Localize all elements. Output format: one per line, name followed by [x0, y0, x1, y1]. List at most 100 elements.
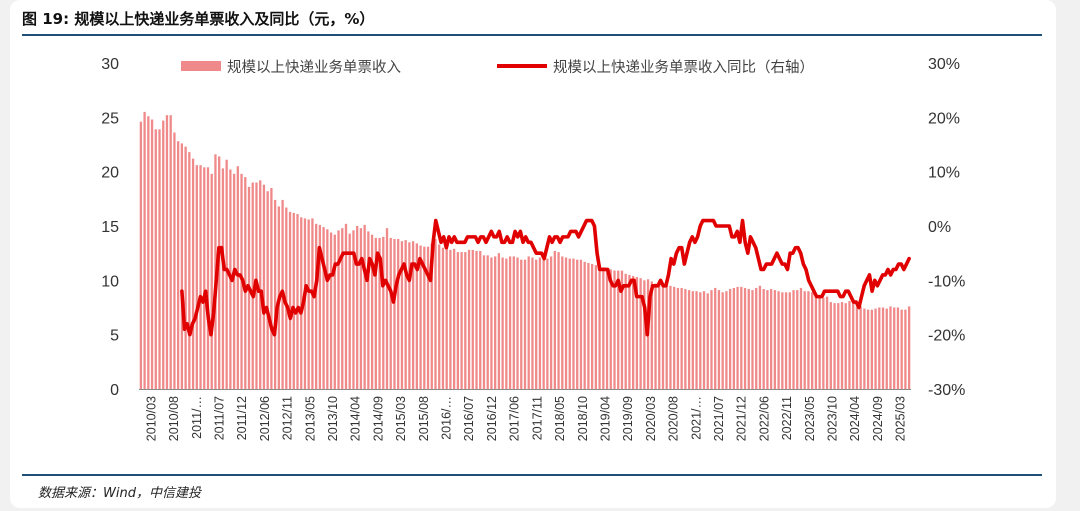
bar — [285, 207, 288, 389]
bar — [665, 285, 668, 389]
bar — [288, 211, 292, 389]
bar — [781, 292, 784, 389]
bar — [259, 180, 262, 389]
right-tick-label: 20% — [928, 110, 960, 127]
bar — [352, 230, 355, 389]
bar — [445, 246, 448, 389]
bar — [814, 293, 818, 389]
bar — [702, 291, 706, 389]
bar — [684, 289, 687, 389]
bar — [397, 239, 400, 389]
bar — [520, 259, 523, 389]
bar — [494, 256, 497, 389]
bar — [691, 291, 694, 389]
bar — [590, 264, 594, 389]
bar — [411, 241, 415, 389]
bar — [639, 278, 642, 389]
bar — [270, 187, 273, 389]
bar — [870, 309, 873, 389]
bar — [762, 289, 765, 389]
bar — [344, 223, 348, 389]
x-tick-label: 2023/10 — [826, 396, 840, 441]
x-tick-label: 2015/08 — [417, 396, 431, 441]
bar — [307, 219, 310, 389]
bar — [300, 217, 303, 389]
bar — [464, 252, 467, 389]
right-axis-ticks: 30% 20% 10% 0% -10% -20% -30% — [928, 56, 965, 399]
bar — [710, 290, 713, 389]
bar — [736, 286, 739, 389]
bar — [516, 257, 519, 389]
bar — [311, 218, 314, 389]
x-tick-label: 2016/07 — [462, 396, 476, 441]
bar — [382, 236, 385, 389]
bar — [695, 291, 698, 389]
left-tick-label: 25 — [101, 110, 119, 127]
bar — [721, 292, 724, 389]
bar — [699, 292, 702, 389]
bar — [199, 165, 202, 389]
left-axis-ticks: 30 25 20 15 10 5 0 — [101, 56, 119, 399]
bar — [609, 269, 612, 389]
bar — [348, 233, 351, 389]
bar — [874, 308, 877, 389]
right-tick-label: 0% — [928, 219, 951, 236]
bar — [602, 267, 605, 389]
bar — [370, 234, 374, 389]
x-tick-label: 2017/06 — [508, 396, 522, 441]
bar — [154, 129, 157, 390]
bar — [661, 285, 665, 389]
bar — [430, 243, 433, 389]
bar — [378, 237, 381, 389]
x-tick-label: 2012/11 — [281, 396, 295, 440]
bar — [755, 287, 758, 389]
left-tick-label: 10 — [101, 273, 119, 290]
bar-series — [139, 111, 911, 390]
bar — [203, 167, 206, 389]
bar — [624, 273, 627, 389]
bar — [341, 228, 344, 389]
bar — [460, 252, 463, 389]
left-tick-label: 0 — [110, 382, 119, 399]
left-tick-label: 30 — [101, 56, 119, 73]
bar — [549, 256, 553, 389]
bar — [221, 168, 225, 389]
bar — [177, 141, 180, 389]
bar — [840, 302, 844, 389]
bar — [143, 111, 146, 390]
x-tick-label: 2015/03 — [394, 396, 408, 441]
bar — [863, 308, 866, 389]
x-tick-label: 2013/05 — [303, 396, 317, 441]
bar — [538, 257, 542, 389]
bar — [486, 255, 489, 389]
right-tick-label: 30% — [928, 56, 960, 73]
bar — [419, 245, 422, 389]
bar — [784, 292, 788, 389]
x-tick-label: 2022/06 — [757, 396, 771, 441]
bar — [441, 247, 445, 389]
bar — [404, 240, 407, 389]
bar — [568, 258, 571, 389]
x-tick-label: 2019/04 — [599, 396, 613, 441]
x-tick-label: 2011/12 — [235, 396, 249, 440]
bar — [885, 308, 888, 389]
bar — [579, 259, 583, 389]
right-tick-label: 10% — [928, 165, 960, 182]
bar — [572, 258, 575, 389]
bar — [829, 302, 832, 389]
left-tick-label: 15 — [101, 219, 119, 236]
bar — [896, 307, 900, 389]
bar — [859, 306, 862, 389]
bar — [188, 152, 191, 389]
bar — [837, 303, 840, 389]
x-tick-label: 2023/05 — [803, 396, 817, 441]
bar — [811, 292, 814, 389]
bar — [773, 290, 777, 389]
bar — [878, 307, 881, 389]
bar — [512, 256, 515, 389]
bar — [497, 253, 501, 389]
bar — [367, 231, 370, 389]
bar — [195, 165, 198, 389]
x-tick-label: 2025/03 — [894, 396, 908, 441]
bar — [866, 309, 870, 389]
